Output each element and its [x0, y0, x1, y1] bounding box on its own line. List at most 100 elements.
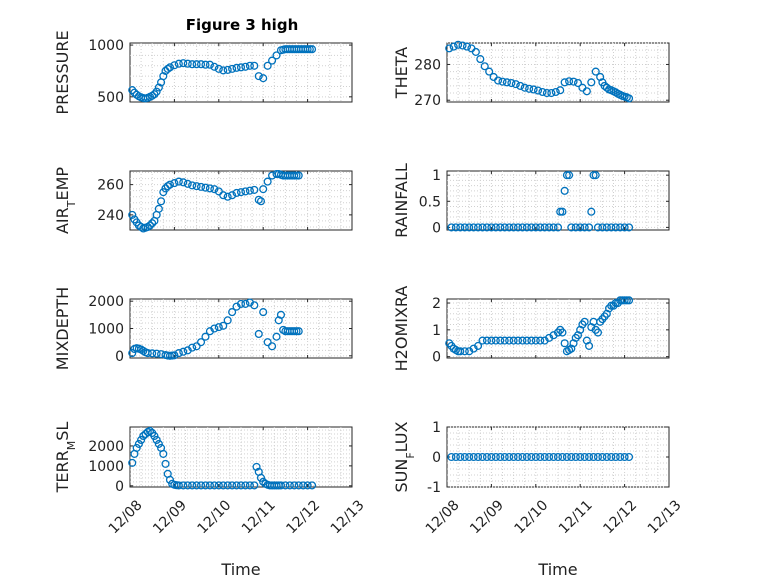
data-point	[174, 177, 183, 186]
data-point	[509, 452, 518, 462]
data-point	[214, 323, 223, 332]
data-point	[154, 83, 163, 92]
data-point	[259, 74, 268, 83]
data-point	[513, 223, 523, 232]
data-point	[589, 452, 598, 462]
data-point	[620, 452, 629, 462]
data-point	[132, 90, 141, 99]
y-axis-label: PRESSURE	[53, 30, 72, 114]
subplot-air_temp: 240 260 AIRTEMP	[53, 167, 353, 234]
y-tick-label: 270	[414, 93, 441, 109]
data-point	[536, 223, 545, 232]
data-point	[154, 439, 163, 448]
data-point	[496, 336, 505, 345]
data-point	[525, 84, 534, 93]
data-point	[179, 59, 188, 68]
x-tick-label: 12/10	[512, 497, 552, 537]
y-tick-label: 260	[97, 178, 124, 194]
data-point	[562, 171, 571, 180]
data-point	[165, 63, 175, 72]
data-point	[560, 339, 569, 348]
data-point	[210, 324, 219, 333]
data-point	[263, 177, 272, 186]
data-point	[620, 296, 629, 305]
data-point	[134, 439, 143, 448]
data-point	[188, 481, 197, 490]
data-point	[487, 336, 496, 345]
data-point	[449, 42, 458, 51]
data-point	[478, 336, 487, 345]
data-point	[580, 223, 589, 232]
data-point	[148, 219, 157, 228]
data-point	[157, 197, 166, 206]
x-axis-label: Time	[537, 560, 577, 579]
data-point	[294, 327, 303, 336]
data-point	[611, 223, 620, 232]
data-point	[585, 341, 594, 350]
data-point	[276, 481, 286, 490]
data-point	[447, 452, 456, 462]
data-point	[259, 185, 268, 194]
data-point	[256, 197, 266, 206]
data-point	[268, 342, 277, 351]
data-point	[545, 452, 554, 462]
data-point	[299, 481, 308, 490]
data-point	[201, 332, 210, 341]
data-point	[228, 481, 237, 490]
data-point	[531, 452, 540, 462]
data-point	[533, 86, 543, 95]
data-point	[460, 347, 469, 356]
data-point	[285, 481, 294, 490]
data-point	[567, 452, 576, 462]
data-point	[576, 223, 585, 232]
data-point	[201, 183, 210, 192]
y-axis-label: TERRMSL	[53, 422, 78, 494]
y-tick-label: 0	[432, 350, 441, 366]
data-point	[571, 452, 580, 462]
data-point	[573, 78, 583, 88]
data-point	[128, 210, 137, 219]
data-point	[582, 87, 591, 96]
data-point	[263, 61, 272, 70]
data-point	[602, 223, 611, 232]
data-point	[272, 51, 281, 60]
y-axis-label: RAINFALL	[392, 163, 411, 238]
data-point	[556, 207, 565, 216]
data-point	[474, 223, 483, 232]
data-point	[478, 223, 487, 232]
data-point	[509, 223, 518, 232]
data-point	[223, 65, 232, 74]
data-point	[179, 481, 188, 490]
data-point	[174, 481, 183, 490]
data-point	[256, 473, 266, 482]
data-point	[482, 223, 492, 232]
data-point	[531, 223, 540, 232]
data-point	[259, 308, 268, 317]
data-point	[616, 223, 625, 232]
data-point	[505, 452, 514, 462]
data-point	[232, 481, 241, 490]
x-tick-label: 12/10	[195, 497, 235, 537]
data-point	[205, 60, 214, 69]
data-point	[540, 452, 549, 462]
data-point	[250, 481, 259, 490]
data-point	[223, 316, 232, 325]
data-point	[196, 481, 206, 490]
data-point	[148, 349, 157, 358]
data-point	[179, 178, 188, 187]
data-point	[192, 182, 201, 191]
subplot-h2omixra: 0 1 2 H2OMIXRA	[392, 286, 670, 371]
data-point	[245, 481, 254, 490]
data-point	[624, 452, 634, 462]
data-point	[478, 452, 487, 462]
data-point	[210, 481, 219, 490]
y-tick-label: 0.5	[419, 194, 441, 210]
y-tick-label: 0	[432, 220, 441, 236]
data-point	[558, 207, 567, 216]
data-point	[469, 223, 478, 232]
data-point	[547, 89, 556, 98]
data-point	[232, 188, 241, 197]
data-point	[272, 481, 281, 490]
data-point	[591, 67, 600, 76]
data-point	[589, 171, 598, 180]
